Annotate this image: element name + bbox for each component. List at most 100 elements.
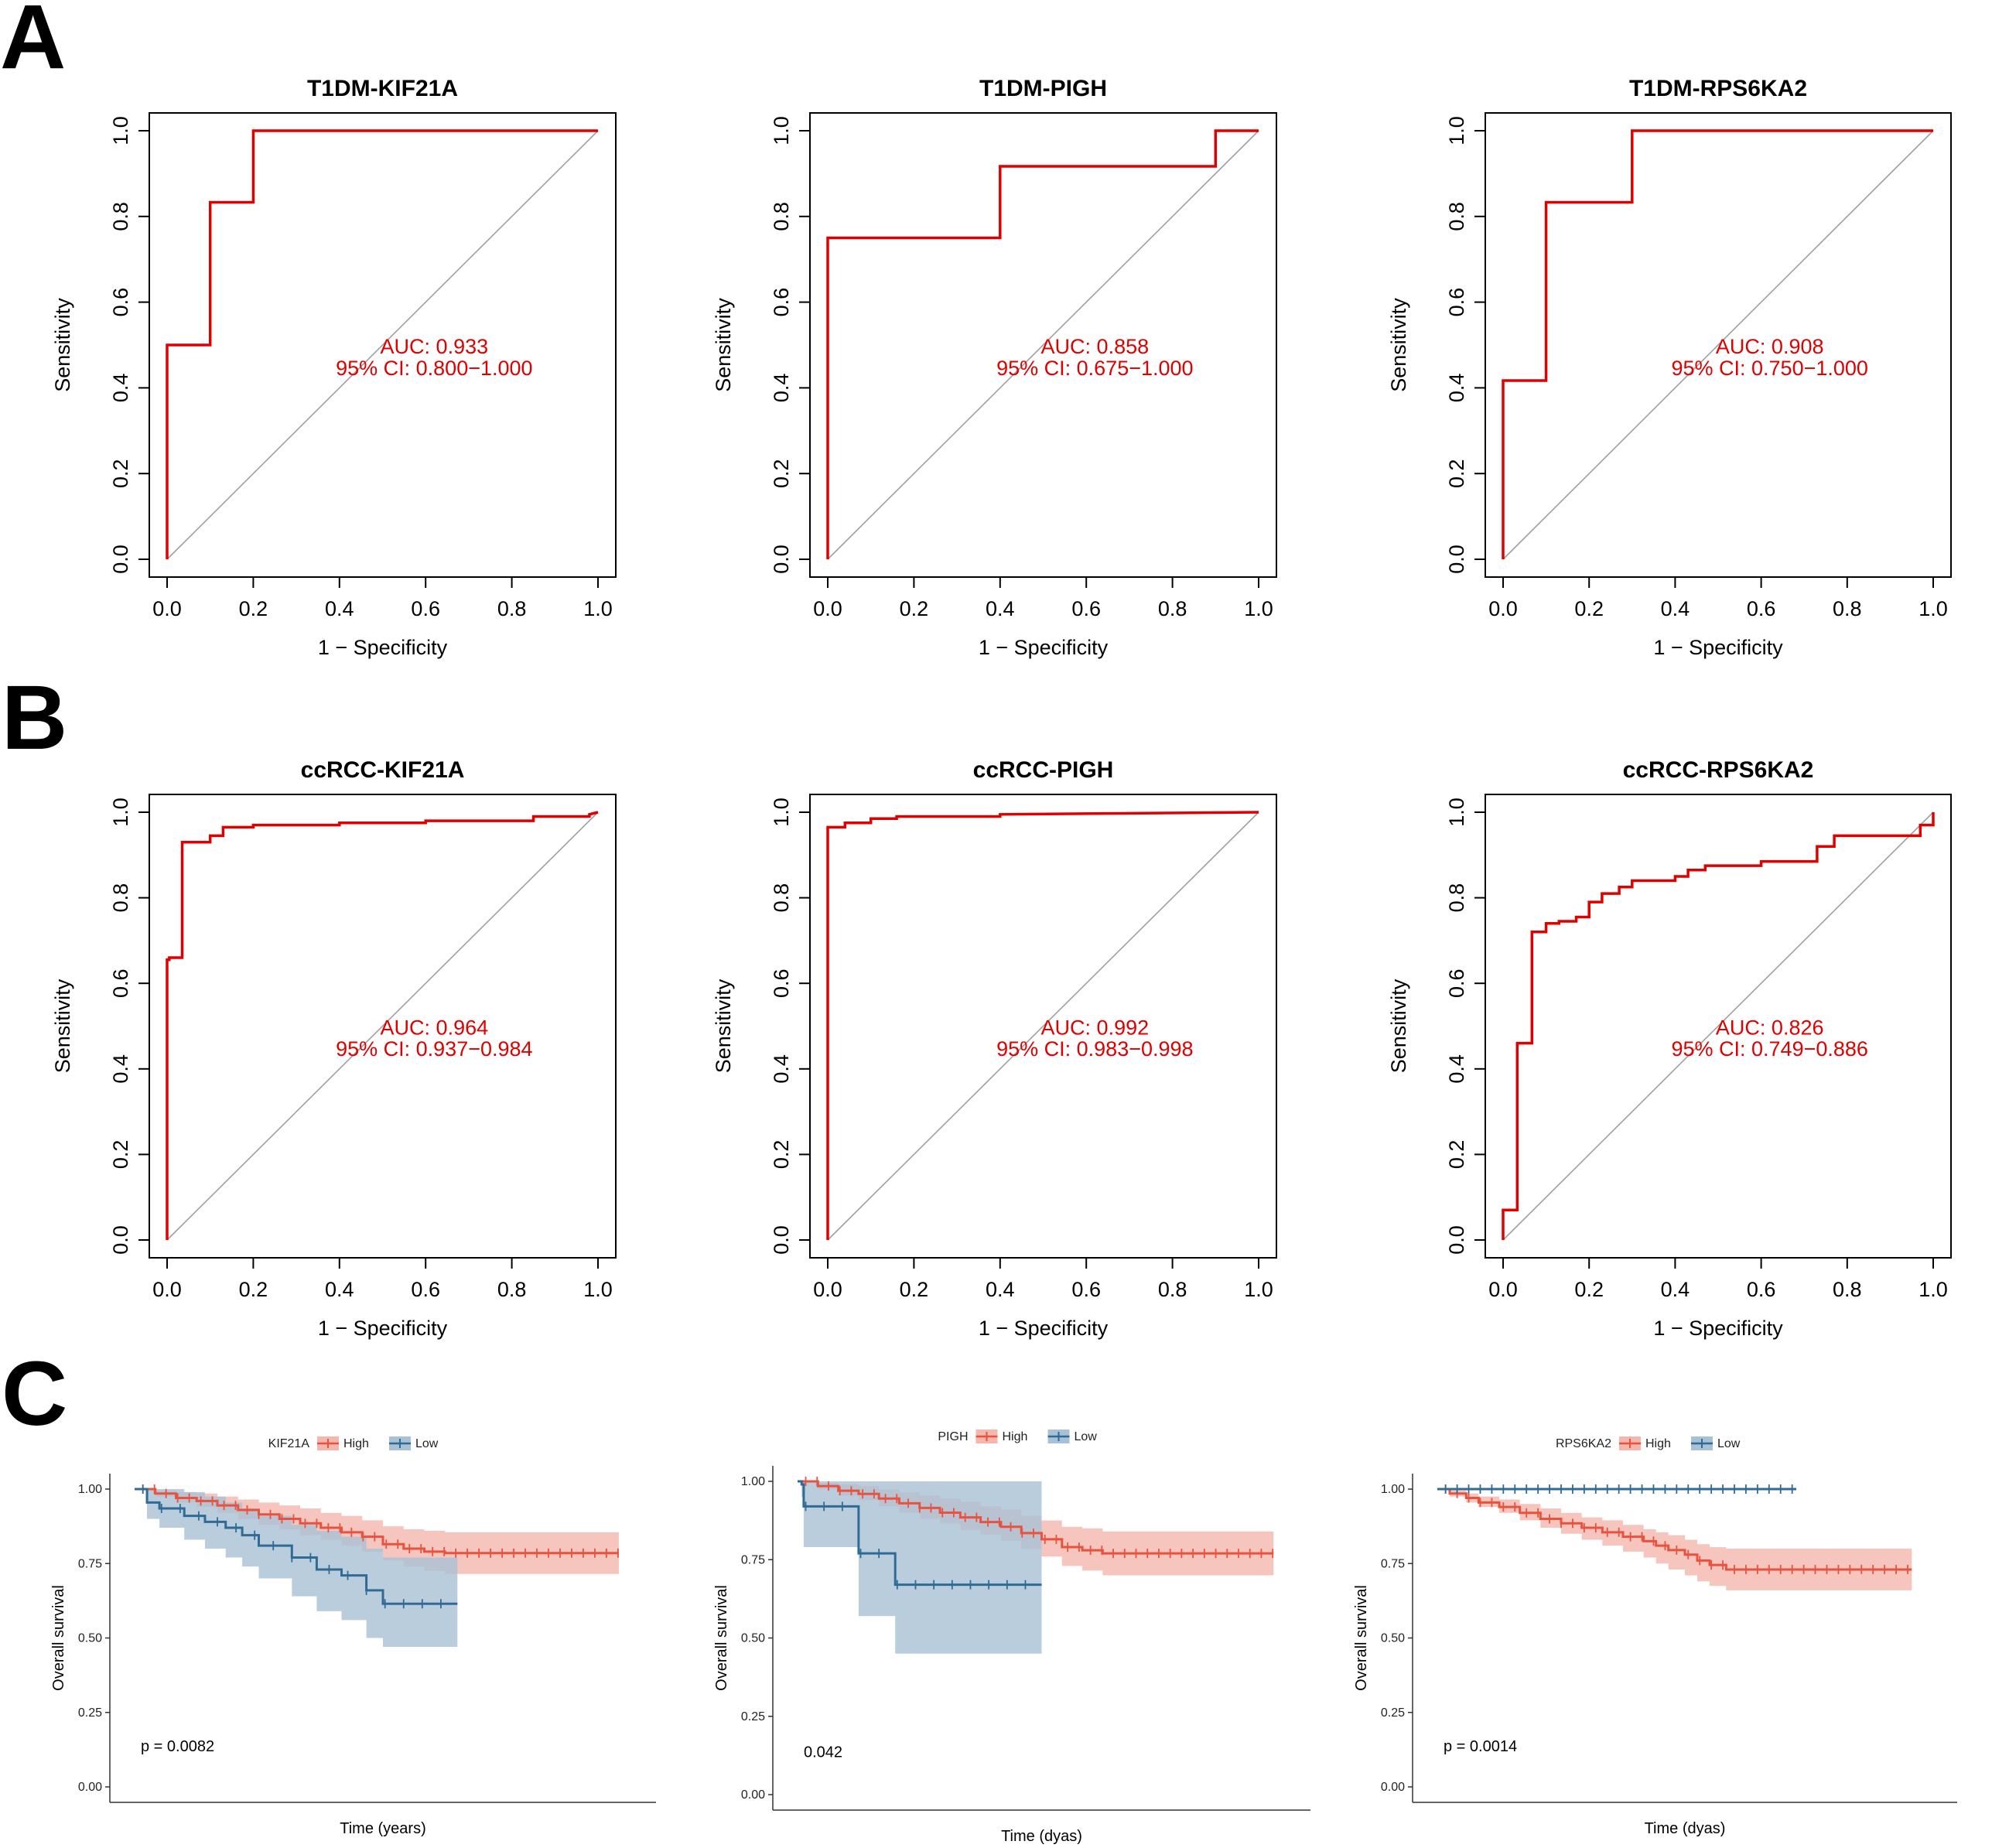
y-tick-label: 0.8 <box>1445 883 1468 913</box>
auc-label: AUC: 0.933 <box>381 335 489 358</box>
y-tick-label: 0.50 <box>1381 1632 1405 1645</box>
y-axis-label: Overall survival <box>50 1585 67 1691</box>
y-axis-label: Overall survival <box>713 1585 730 1691</box>
x-tick-label: 0.2 <box>1574 597 1604 620</box>
y-tick-label: 1.00 <box>1381 1483 1405 1496</box>
y-tick-label: 0.2 <box>1445 1140 1468 1170</box>
survival-curve-low <box>135 1488 458 1605</box>
y-tick-label: 0.00 <box>1381 1781 1405 1794</box>
x-axis-label: 1 − Specificity <box>318 636 448 659</box>
plot-frame <box>1485 794 1952 1259</box>
plot-frame <box>149 794 617 1259</box>
legend-label-high: High <box>1003 1430 1028 1443</box>
y-axis-label: Overall survival <box>1353 1585 1370 1691</box>
plot-frame <box>149 112 617 578</box>
x-tick-label: 0.2 <box>239 1278 268 1301</box>
legend-label-low: Low <box>415 1437 439 1450</box>
y-tick-label: 0.4 <box>1445 374 1468 403</box>
diagonal-reference-line <box>166 130 599 560</box>
x-tick-label: 1.0 <box>1244 597 1273 620</box>
chart-title: ccRCC-KIF21A <box>301 757 465 783</box>
y-tick-label: 0.6 <box>109 288 132 317</box>
x-tick-label: 0.2 <box>900 1278 929 1301</box>
x-tick-label: 1.0 <box>1919 597 1948 620</box>
x-axis-label: 1 − Specificity <box>318 1317 448 1340</box>
x-tick-label: 0.0 <box>152 597 182 620</box>
y-tick-label: 0.4 <box>109 374 132 403</box>
y-tick-label: 0.6 <box>1445 288 1468 317</box>
x-tick-label: 0.4 <box>325 597 354 620</box>
x-tick-label: 0.4 <box>1661 597 1690 620</box>
legend-label-low: Low <box>1075 1430 1098 1443</box>
y-tick-label: 1.0 <box>770 116 793 145</box>
ci-label: 95% CI: 0.800−1.000 <box>336 357 532 380</box>
y-tick-label: 0.0 <box>770 545 793 574</box>
y-tick-label: 0.4 <box>109 1054 132 1084</box>
x-axis-label: Time (dyas) <box>1645 1820 1726 1837</box>
y-axis-label: Sensitivity <box>1387 298 1410 392</box>
y-tick-label: 0.4 <box>1445 1054 1468 1084</box>
diagonal-reference-line <box>827 811 1259 1241</box>
y-tick-label: 0.6 <box>1445 968 1468 998</box>
chart-title: T1DM-RPS6KA2 <box>1629 76 1807 101</box>
chart-title: ccRCC-RPS6KA2 <box>1623 757 1814 783</box>
x-tick-label: 0.8 <box>1158 597 1187 620</box>
x-tick-label: 0.2 <box>239 597 268 620</box>
diagonal-reference-line <box>1502 130 1934 560</box>
y-tick-label: 0.8 <box>770 883 793 913</box>
p-value: p = 0.0014 <box>1444 1738 1517 1755</box>
x-tick-label: 0.4 <box>986 597 1015 620</box>
x-tick-label: 0.0 <box>1488 1278 1518 1301</box>
legend-title: RPS6KA2 <box>1556 1437 1611 1450</box>
roc-chart-1: T1DM-KIF21A 0.0 0.0 0.2 0.2 0.4 0.4 0.6 0.6 0.8 0.… <box>51 76 617 659</box>
confidence-band-low <box>135 1489 458 1648</box>
y-axis-label: Sensitivity <box>51 979 74 1073</box>
y-tick-label: 0.0 <box>1445 545 1468 574</box>
y-tick-label: 0.0 <box>109 1225 132 1255</box>
roc-chart-5: ccRCC-PIGH 0.0 0.0 0.2 0.2 0.4 0.4 0.6 0.6 0.8 0.8… <box>712 757 1277 1340</box>
survival-curve-high <box>1437 1488 1912 1571</box>
x-axis-label: Time (years) <box>340 1820 425 1837</box>
x-tick-label: 0.2 <box>900 597 929 620</box>
y-tick-label: 0.6 <box>109 968 132 998</box>
x-tick-label: 1.0 <box>1919 1278 1948 1301</box>
roc-curve <box>166 811 599 1240</box>
diagonal-reference-line <box>827 130 1259 560</box>
legend-title: PIGH <box>938 1430 968 1443</box>
x-axis-label: 1 − Specificity <box>1653 636 1783 659</box>
roc-curve <box>826 811 1259 1240</box>
chart-title: ccRCC-PIGH <box>973 757 1114 783</box>
ci-label: 95% CI: 0.937−0.984 <box>336 1037 532 1061</box>
panel-letter-b: B <box>2 667 67 769</box>
y-tick-label: 0.0 <box>1445 1225 1468 1255</box>
y-tick-label: 0.8 <box>109 883 132 913</box>
x-tick-label: 1.0 <box>1244 1278 1273 1301</box>
survival-curve-high <box>798 1480 1274 1555</box>
y-tick-label: 0.0 <box>770 1225 793 1255</box>
y-tick-label: 0.6 <box>770 288 793 317</box>
y-tick-label: 1.0 <box>1445 798 1468 827</box>
y-tick-label: 0.25 <box>1381 1706 1405 1720</box>
roc-chart-2: T1DM-PIGH 0.0 0.0 0.2 0.2 0.4 0.4 0.6 0.6 0.8 0.8 1… <box>712 76 1277 659</box>
legend-title: KIF21A <box>268 1437 310 1450</box>
y-tick-label: 1.0 <box>770 798 793 827</box>
y-tick-label: 0.2 <box>109 1140 132 1170</box>
y-tick-label: 0.6 <box>770 968 793 998</box>
ci-label: 95% CI: 0.983−0.998 <box>996 1037 1193 1061</box>
roc-chart-3: T1DM-RPS6KA2 0.0 0.0 0.2 0.2 0.4 0.4 0.6 0.6 0.8 0… <box>1387 76 1952 659</box>
ci-label: 95% CI: 0.675−1.000 <box>996 357 1193 380</box>
x-tick-label: 0.2 <box>1574 1278 1604 1301</box>
legend: RPS6KA2 High Low <box>1556 1436 1741 1450</box>
y-axis-label: Sensitivity <box>712 979 735 1073</box>
x-tick-label: 0.4 <box>986 1278 1015 1301</box>
y-tick-label: 0.25 <box>741 1710 765 1723</box>
y-tick-label: 0.75 <box>1381 1557 1405 1570</box>
diagonal-reference-line <box>1502 811 1934 1241</box>
y-axis-label: Sensitivity <box>712 298 735 392</box>
y-tick-label: 1.00 <box>741 1475 765 1488</box>
roc-curve <box>1502 812 1935 1240</box>
auc-label: AUC: 0.964 <box>381 1016 489 1040</box>
plot-frame <box>809 794 1277 1259</box>
survival-curve-low <box>798 1480 1042 1587</box>
y-tick-label: 0.2 <box>109 459 132 488</box>
